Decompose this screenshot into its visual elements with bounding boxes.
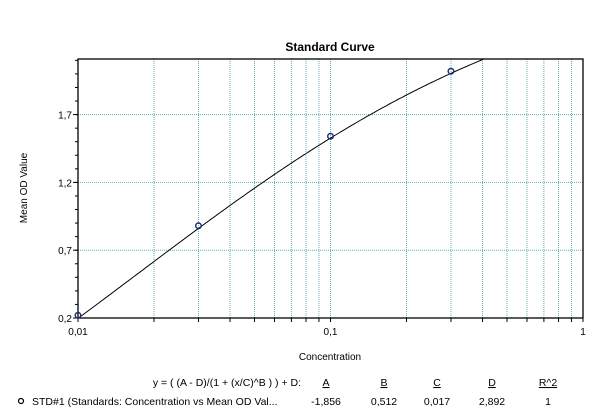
- x-tick-label: 0,01: [68, 327, 88, 338]
- legend-value-c: 0,017: [424, 396, 450, 408]
- y-tick-label: 0,7: [58, 246, 72, 257]
- legend-header-r2: R^2: [539, 377, 558, 389]
- x-tick-label: 0,1: [324, 327, 338, 338]
- legend-header-b: B: [380, 377, 387, 389]
- y-tick-label: 1,7: [58, 111, 72, 122]
- y-tick-label: 0,2: [58, 314, 72, 325]
- axes: 0,2 0,7 1,2 1,7 0,01 0,1 1: [58, 58, 586, 338]
- y-tick-label: 1,2: [58, 178, 72, 189]
- grid: [78, 59, 583, 318]
- data-point: [194, 222, 202, 230]
- legend-value-d: 2,892: [479, 396, 505, 408]
- legend-value-r2: 1: [545, 396, 551, 408]
- data-point: [327, 132, 335, 140]
- data-point: [74, 311, 82, 319]
- legend-header-c: C: [433, 377, 441, 389]
- legend-headers: A B C D R^2: [322, 377, 557, 389]
- legend-value-a: -1,856: [311, 396, 341, 408]
- legend-header-a: A: [322, 377, 329, 389]
- data-point: [447, 67, 455, 75]
- fit-curve-group: [77, 58, 484, 319]
- legend-marker-icon: [17, 397, 25, 405]
- legend-header-d: D: [488, 377, 496, 389]
- fit-curve-line: [77, 58, 484, 319]
- x-axis-label: Concentration: [299, 352, 361, 363]
- legend-value-b: 0,512: [371, 396, 397, 408]
- legend-equation: y = ( (A - D)/(1 + (x/C)^B ) ) + D:: [153, 377, 301, 389]
- plot-frame: [77, 58, 584, 319]
- data-points: [74, 67, 455, 319]
- chart-title: Standard Curve: [285, 40, 375, 54]
- x-tick-label: 1: [580, 327, 586, 338]
- y-axis-label: Mean OD Value: [19, 152, 30, 223]
- legend-series-label: STD#1 (Standards: Concentration vs Mean …: [32, 396, 278, 408]
